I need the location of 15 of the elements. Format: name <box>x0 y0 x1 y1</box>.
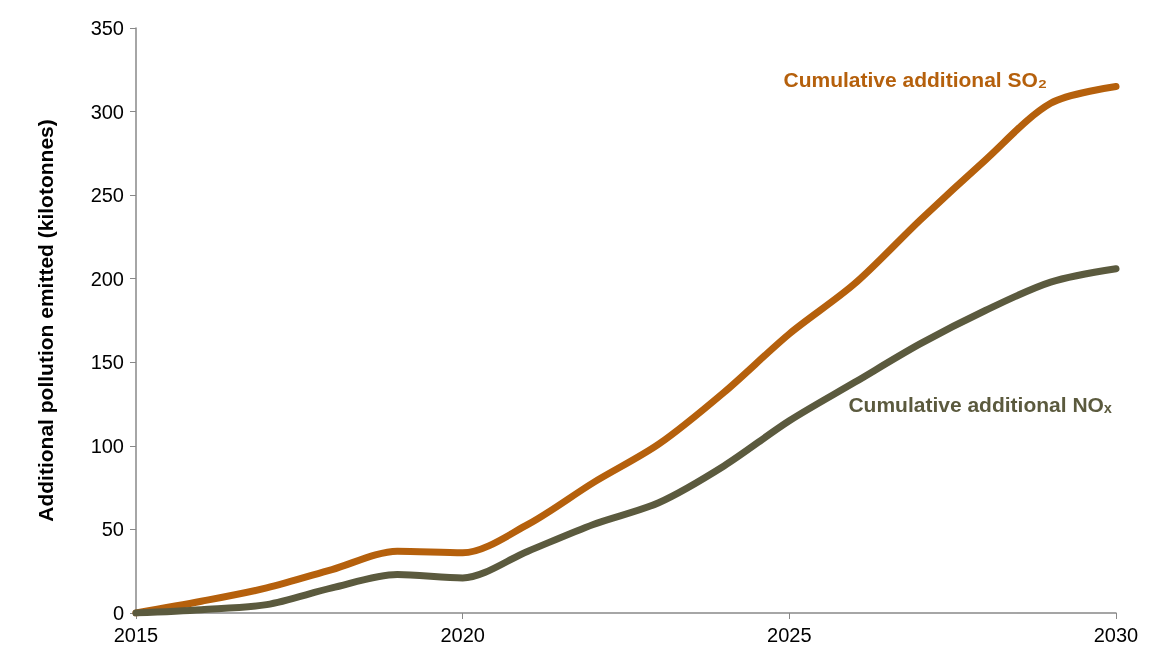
x-tick-label: 2020 <box>440 624 485 646</box>
x-tick-label: 2015 <box>113 624 159 646</box>
y-tick-label: 300 <box>90 100 124 123</box>
y-tick-label: 0 <box>112 602 124 624</box>
x-tick-label: 2030 <box>1093 624 1139 646</box>
x-tick-label: 2025 <box>767 624 812 646</box>
y-tick-label: 250 <box>90 184 124 207</box>
y-axis-title: Additional pollution emitted (kilotonnes) <box>33 119 57 522</box>
y-tick-label: 350 <box>90 17 124 39</box>
y-tick-label: 200 <box>90 267 124 290</box>
series-label: Cumulative additional NOₓ <box>848 392 1112 416</box>
y-tick-label: 150 <box>90 351 124 374</box>
y-tick-label: 50 <box>101 518 124 541</box>
series-label: Cumulative additional SO₂ <box>783 68 1048 92</box>
y-tick-label: 100 <box>90 434 124 457</box>
